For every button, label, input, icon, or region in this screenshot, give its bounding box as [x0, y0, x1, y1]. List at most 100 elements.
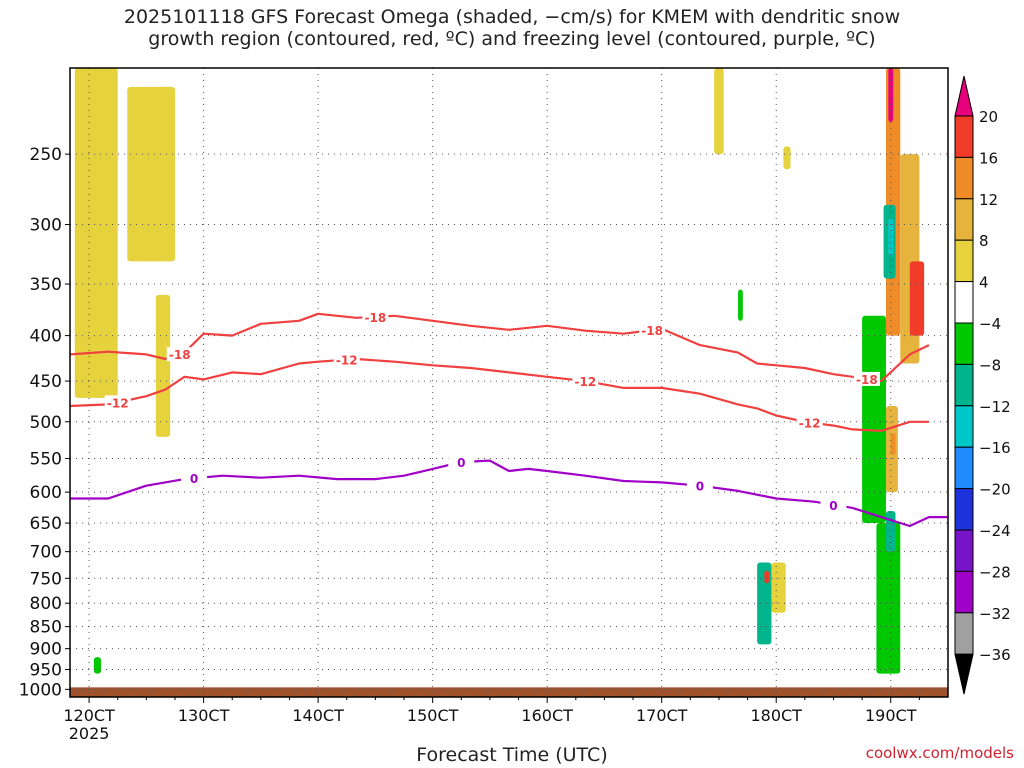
title-line-1: 2025101118 GFS Forecast Omega (shaded, −…	[123, 6, 901, 28]
chart-title: 2025101118 GFS Forecast Omega (shaded, −…	[0, 6, 1024, 50]
colorbar-tick-label: −12	[979, 398, 1011, 416]
colorbar-tick-label: 16	[979, 149, 998, 167]
contour-lines: -18 -18 -18 -18 -12 -12 -12 -12 0 0 0 0	[69, 309, 948, 528]
omega-region-0	[74, 68, 118, 398]
x-tick-label: 150CT	[407, 706, 459, 725]
y-tick-label: 1000	[19, 680, 62, 700]
omega-region-8	[783, 146, 791, 170]
x-tick-label: 160CT	[521, 706, 573, 725]
y-tick-label: 400	[30, 327, 62, 347]
colorbar-swatch-9	[954, 446, 974, 490]
y-tick-label: 750	[30, 569, 62, 589]
omega-region-11	[876, 523, 901, 674]
grid-lines	[70, 68, 948, 697]
contour-label: 0	[696, 480, 704, 494]
colorbar-swatch-13	[954, 612, 974, 655]
colorbar-swatch-8	[954, 405, 974, 448]
x-tick-label: 170CT	[636, 706, 688, 725]
contour-label-bg	[448, 455, 475, 470]
omega-region-6	[771, 562, 786, 613]
contour-label: -12	[107, 396, 129, 410]
colorbar: 20 16 12 8 4 −4 −8 −12 −16 −20 −24 −28 −32 −36	[954, 75, 1011, 695]
x-year-label: 2025	[69, 724, 110, 743]
contour-label: -12	[799, 416, 821, 430]
contour-label-bg	[853, 371, 880, 386]
omega-region-16	[888, 68, 894, 122]
contour-label: -18	[641, 324, 663, 338]
contour-label: -18	[169, 348, 191, 362]
colorbar-tick-label: 20	[979, 108, 998, 126]
omega-region-7	[764, 570, 770, 584]
colorbar-tick-label: −24	[979, 522, 1011, 540]
y-tick-label: 250	[30, 145, 62, 165]
colorbar-top-arrow	[954, 75, 974, 117]
surface-band	[70, 687, 948, 697]
y-tick-label: 450	[30, 372, 62, 392]
contour-label-bg	[572, 374, 599, 389]
colorbar-tick-label: −32	[979, 605, 1011, 623]
axes: 2503003504004505005506006507007508008509…	[19, 67, 949, 743]
contour-label-bg	[362, 309, 389, 324]
x-tick-label: 190CT	[865, 706, 917, 725]
surface-band-rect	[70, 687, 948, 697]
y-tick-label: 300	[30, 216, 62, 236]
y-tick-label: 950	[30, 661, 62, 681]
contour-label-bg	[333, 352, 360, 367]
x-tick-label: 120CT	[63, 706, 115, 725]
omega-region-1	[127, 86, 175, 262]
colorbar-tick-label: 4	[979, 274, 989, 292]
colorbar-swatch-4	[954, 239, 974, 283]
title-line-2: growth region (contoured, red, ºC) and f…	[148, 28, 876, 50]
contour-label: 0	[829, 499, 837, 513]
colorbar-tick-label: −16	[979, 439, 1011, 457]
credit-link[interactable]: coolwx.com/models	[865, 744, 1014, 762]
x-tick-label: 130CT	[178, 706, 230, 725]
y-tick-label: 850	[30, 618, 62, 638]
colorbar-tick-label: 8	[979, 232, 989, 250]
x-axis-label: Forecast Time (UTC)	[416, 744, 608, 766]
x-tick-label: 140CT	[292, 706, 344, 725]
colorbar-swatch-10	[954, 488, 974, 531]
omega-region-4	[714, 68, 724, 155]
y-tick-label: 600	[30, 483, 62, 503]
contour-label-bg	[820, 497, 847, 512]
colorbar-tick-label: −4	[979, 315, 1001, 333]
x-tick-label: 180CT	[750, 706, 802, 725]
y-tick-label: 800	[30, 594, 62, 614]
y-tick-label: 900	[30, 640, 62, 660]
colorbar-swatch-2	[954, 156, 974, 200]
omega-region-14	[890, 433, 896, 456]
omega-region-20	[909, 261, 925, 336]
omega-region-10	[862, 315, 886, 524]
colorbar-swatch-1	[954, 115, 974, 158]
omega-region-12	[885, 510, 896, 552]
colorbar-swatch-12	[954, 570, 974, 614]
omega-region-3	[93, 657, 102, 674]
contour-line-2	[70, 459, 948, 528]
omega-region-2	[155, 294, 171, 437]
colorbar-tick-label: 12	[979, 191, 998, 209]
colorbar-swatch-5	[954, 281, 974, 324]
y-tick-label: 500	[30, 413, 62, 433]
colorbar-swatch-6	[954, 322, 974, 365]
contour-label-bg	[104, 395, 131, 410]
y-tick-label: 700	[30, 543, 62, 563]
colorbar-tick-label: −20	[979, 481, 1011, 499]
y-tick-label: 650	[30, 514, 62, 534]
contour-label: -12	[575, 375, 597, 389]
contour-line-0	[69, 312, 930, 383]
colorbar-swatch-7	[954, 363, 974, 407]
colorbar-tick-label: −28	[979, 563, 1011, 581]
contour-label: -12	[336, 354, 358, 368]
contour-label: 0	[190, 472, 198, 486]
omega-region-9	[738, 289, 743, 321]
colorbar-swatch-3	[954, 198, 974, 241]
contour-label-bg	[686, 478, 713, 493]
colorbar-tick-label: −8	[979, 356, 1001, 374]
contour-label: -18	[365, 311, 387, 325]
contour-label: -18	[856, 373, 878, 387]
y-tick-label: 550	[30, 450, 62, 470]
contour-label-bg	[796, 415, 823, 430]
contour-label: 0	[457, 456, 465, 470]
